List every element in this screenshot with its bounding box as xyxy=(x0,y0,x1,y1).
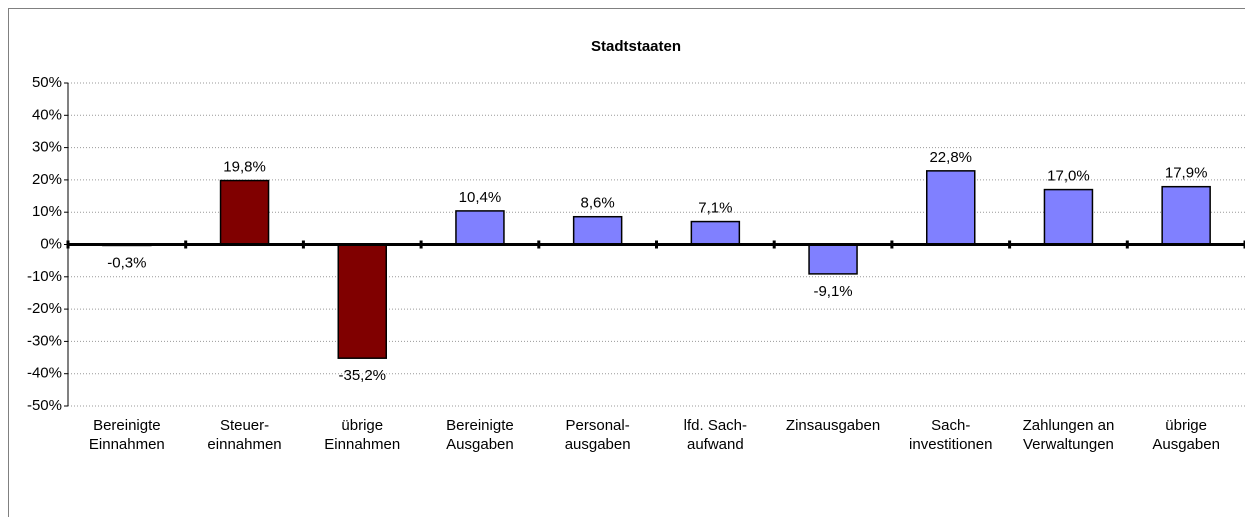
bar xyxy=(337,243,387,359)
x-tick-label: Bereinigte Einnahmen xyxy=(88,417,165,453)
bar xyxy=(1161,185,1211,246)
chart-title: Stadtstaaten xyxy=(591,38,681,55)
bar xyxy=(690,220,741,246)
bar xyxy=(808,243,858,275)
y-tick-label: -30% xyxy=(27,332,62,349)
y-tick-label: 0% xyxy=(40,235,62,252)
y-tick-label: 40% xyxy=(32,106,62,123)
value-label: 17,9% xyxy=(1165,165,1208,182)
bar xyxy=(219,179,270,246)
x-tick-label: lfd. Sach- aufwand xyxy=(683,417,748,453)
value-label: 19,8% xyxy=(223,159,266,176)
value-label: 7,1% xyxy=(698,200,732,217)
y-tick-label: 50% xyxy=(32,74,62,91)
x-tick-label: Zahlungen an Verwaltungen xyxy=(1022,417,1115,453)
y-tick-label: 20% xyxy=(32,171,62,188)
x-tick-label: Bereinigte Ausgaben xyxy=(446,417,514,453)
bar xyxy=(1043,188,1094,246)
x-tick-label: Zinsausgaben xyxy=(785,417,881,434)
y-tick-label: -40% xyxy=(27,365,62,382)
value-label: -9,1% xyxy=(813,283,852,300)
x-tick-label: Sach- investitionen xyxy=(909,417,993,453)
bar xyxy=(455,210,505,246)
x-tick-label: übrige Einnahmen xyxy=(324,417,401,453)
x-tick-label: übrige Ausgaben xyxy=(1152,417,1220,453)
y-tick-label: -20% xyxy=(27,300,62,317)
bar xyxy=(926,170,976,246)
value-label: -35,2% xyxy=(338,367,386,384)
value-label: 10,4% xyxy=(459,189,502,206)
y-tick-label: 10% xyxy=(32,203,62,220)
x-tick-label: Steuer- einnahmen xyxy=(207,417,282,453)
value-label: 22,8% xyxy=(929,149,972,166)
x-tick-label: Personal- ausgaben xyxy=(564,417,631,453)
value-label: 17,0% xyxy=(1047,168,1090,185)
value-label: -0,3% xyxy=(107,254,146,271)
y-tick-label: -50% xyxy=(27,397,62,414)
value-label: 8,6% xyxy=(581,195,615,212)
y-tick-label: 30% xyxy=(32,139,62,156)
y-tick-label: -10% xyxy=(27,268,62,285)
bar xyxy=(572,215,623,246)
chart-frame xyxy=(8,8,1245,517)
